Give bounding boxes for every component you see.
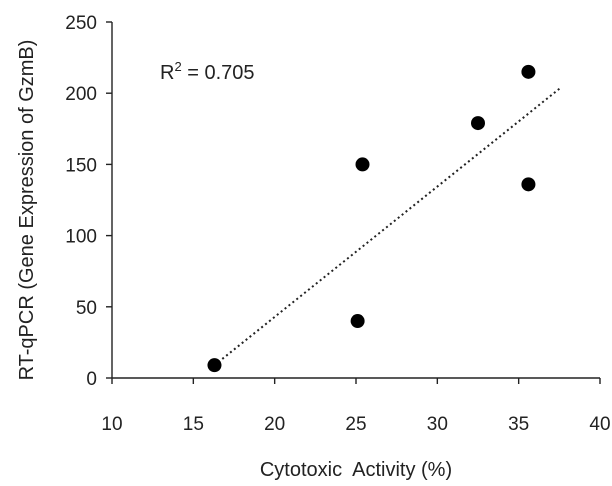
data-point (355, 157, 370, 172)
y-tick-label: 100 (65, 227, 97, 248)
data-point (471, 116, 485, 131)
x-tick-label: 25 (345, 414, 366, 435)
x-axis-title: Cytotoxic Activity (%) (260, 459, 452, 481)
y-tick-label: 200 (65, 84, 97, 105)
x-tick-group: 10 15 20 25 30 35 40 (101, 378, 611, 435)
x-tick-label: 35 (508, 414, 529, 435)
y-tick-group: 0 50 100 150 200 250 (65, 13, 112, 390)
data-point (521, 64, 536, 79)
data-point (350, 314, 365, 329)
y-axis-title: RT-qPCR (Gene Expression of GzmB) (16, 40, 38, 381)
y-tick-label: 250 (65, 13, 97, 34)
data-point-group (207, 64, 536, 373)
y-tick-label: 0 (86, 369, 97, 390)
y-tick-label: 150 (65, 155, 97, 176)
data-point (207, 358, 222, 373)
plot-area: 0 50 100 150 200 250 10 15 20 25 30 35 40 R2 = 0.70… (65, 13, 610, 435)
y-tick-label: 50 (76, 298, 97, 319)
trend-line (213, 86, 562, 366)
x-tick-label: 20 (264, 414, 285, 435)
r-squared-annotation: R2 = 0.705 (160, 59, 255, 84)
data-point (521, 177, 536, 192)
x-tick-label: 30 (427, 414, 448, 435)
x-tick-label: 15 (183, 414, 204, 435)
x-tick-label: 10 (101, 414, 122, 435)
x-tick-label: 40 (589, 414, 610, 435)
